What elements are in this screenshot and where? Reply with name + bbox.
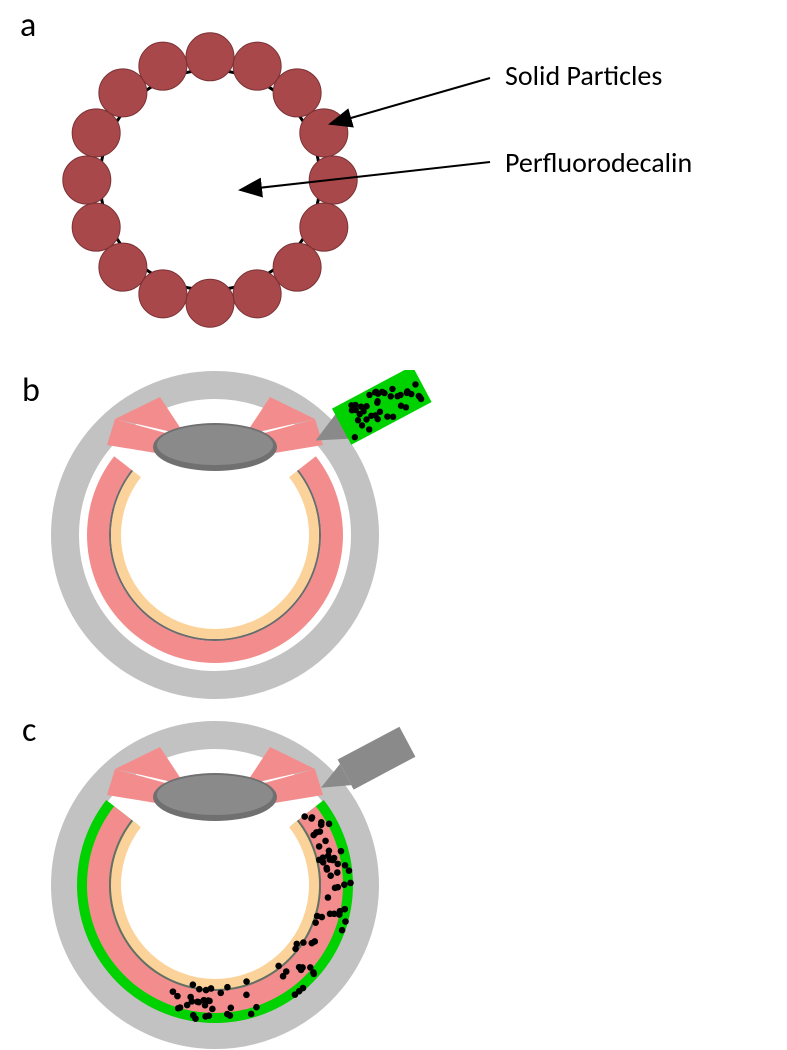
- panel-b-svg: [0, 370, 787, 710]
- panel-a-svg: [0, 0, 787, 360]
- panel-c-svg: [0, 710, 787, 1050]
